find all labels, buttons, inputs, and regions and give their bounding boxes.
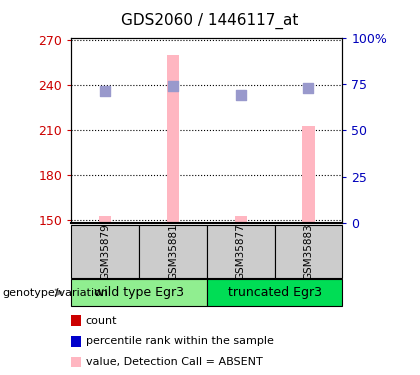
Text: GSM35877: GSM35877: [236, 223, 246, 280]
FancyBboxPatch shape: [207, 225, 275, 278]
Text: genotype/variation: genotype/variation: [2, 288, 108, 297]
Text: GSM35881: GSM35881: [168, 223, 178, 280]
Bar: [235, 216, 247, 223]
Text: GSM35879: GSM35879: [100, 223, 110, 280]
Text: truncated Egr3: truncated Egr3: [228, 286, 322, 299]
Text: GSM35883: GSM35883: [303, 223, 313, 280]
FancyBboxPatch shape: [139, 225, 207, 278]
Bar: [99, 216, 111, 223]
FancyBboxPatch shape: [71, 225, 139, 278]
FancyBboxPatch shape: [275, 225, 342, 278]
Point: [170, 83, 176, 89]
Bar: [167, 56, 179, 223]
Point: [305, 85, 312, 91]
FancyBboxPatch shape: [71, 279, 207, 306]
Bar: [302, 126, 315, 223]
Text: value, Detection Call = ABSENT: value, Detection Call = ABSENT: [86, 357, 262, 367]
Point: [237, 92, 244, 98]
Text: count: count: [86, 316, 117, 326]
Text: percentile rank within the sample: percentile rank within the sample: [86, 336, 273, 346]
Text: GDS2060 / 1446117_at: GDS2060 / 1446117_at: [121, 13, 299, 29]
FancyBboxPatch shape: [207, 279, 342, 306]
Point: [102, 88, 109, 94]
Text: wild type Egr3: wild type Egr3: [94, 286, 184, 299]
